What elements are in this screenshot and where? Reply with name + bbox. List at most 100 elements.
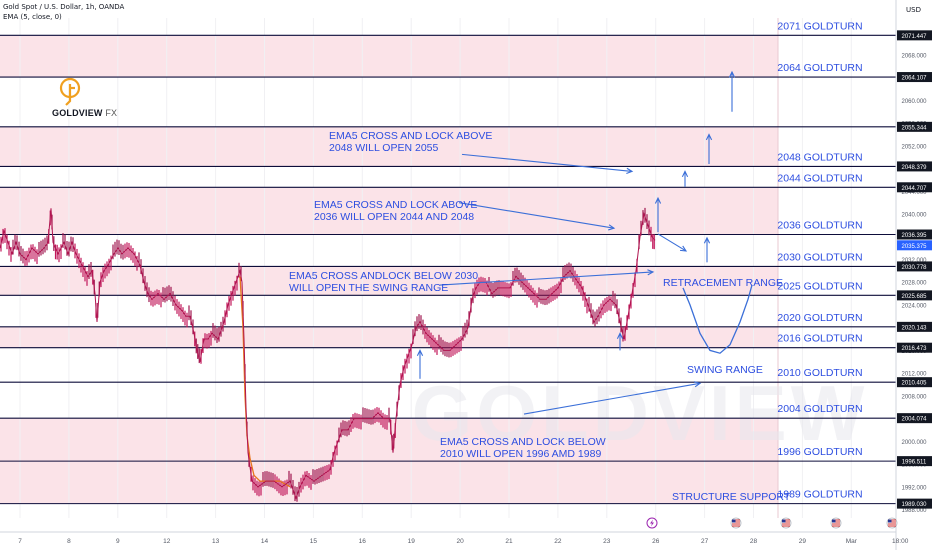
level-price-tag [897,261,932,272]
us-flag-icon-canton [832,519,836,523]
arrows-layer [416,70,736,415]
level-price-tag-text: 2016.473 [901,346,927,352]
us-flag-icon-stripe [732,521,740,523]
level-price-tag-text: 2071.447 [901,34,927,40]
level-price-tag-text: 2064.107 [901,76,927,82]
arrow-shaft [458,202,615,229]
arrow [657,233,688,252]
zone-band [0,326,778,348]
annotation-ema-2010: EMA5 CROSS AND LOCK BELOW 2010 WILL OPEN … [440,436,606,460]
zone-band [0,418,778,462]
level-price-tag [897,413,932,424]
arrow [458,202,616,231]
us-flag-icon-stripe [782,519,790,521]
arrow-shaft [523,382,701,415]
level-price-tag [897,30,932,41]
event-icons [646,517,898,529]
level-label: 2016 GOLDTURN [777,333,862,345]
us-flag-icon-stripe [832,525,840,527]
us-flag-icon [730,517,742,529]
time-tick-label: 12 [163,538,171,545]
level-price-tag-text: 2044.707 [901,186,927,192]
level-price-tag [897,229,932,240]
price-tick-label: 2024.000 [901,303,927,309]
zone-band [0,461,778,504]
level-label: 2010 GOLDTURN [777,367,862,379]
arrow [728,70,736,112]
arrow-head [647,269,655,276]
us-flag-icon-canton [782,519,786,523]
price-tick-label: 2068.000 [901,53,927,59]
level-price-tag-text: 1989.030 [901,502,927,508]
time-tick-label: 16 [359,538,367,545]
arrow-head [616,332,624,339]
us-flag-icon-stripe [832,519,840,521]
level-label: 2044 GOLDTURN [777,172,862,184]
price-tick-label: 2052.000 [901,144,927,150]
annotation-ema-2036: EMA5 CROSS AND LOCK ABOVE 2036 WILL OPEN … [314,199,478,223]
level-price-tag [897,321,932,332]
us-flag-icon-stripe [888,521,896,523]
price-tick-label: 2008.000 [901,394,927,400]
price-tick-label: 2060.000 [901,99,927,105]
price-tick-label: 2000.000 [901,440,927,446]
level-price-tag [897,182,932,193]
level-label: 1996 GOLDTURN [777,446,862,458]
indicator-label: EMA (5, close, 0) [3,13,62,21]
price-axis[interactable]: 2068.0002064.0002060.0002056.0002052.000… [895,0,932,550]
arrow-head [694,381,702,388]
arrow-head [728,70,736,78]
level-price-tag [897,456,932,467]
arrow [705,133,713,165]
level-label: 2048 GOLDTURN [777,151,862,163]
us-flag-icon-stripe [732,525,740,527]
goldview-logo-text: GOLDVIEW FX [52,108,118,118]
price-tick-label: 2028.000 [901,281,927,287]
time-tick-label: 26 [652,538,660,545]
retracement-range-label: RETRACEMENT RANGE [663,277,783,289]
arrow-head [608,224,616,231]
level-label: 2030 GOLDTURN [777,251,862,263]
arrow [439,269,655,286]
swing-projection-curve [682,284,753,354]
price-tick-label: 2040.000 [901,213,927,219]
time-axis[interactable]: 7 8 9 12 13 14 15 16 19 20 21 22 23 26 27 28 29 Mar 18:00 [0,531,909,545]
us-flag-icon [780,517,792,529]
time-tick-label: 8 [67,538,71,545]
time-tick-label: 7 [18,538,22,545]
arrow-head [416,349,424,357]
level-price-tag [897,498,932,509]
us-flag-icon [830,517,842,529]
price-tick-label: 1988.000 [901,508,927,514]
arrow-head [679,245,688,252]
time-tick-label: 13 [212,538,220,545]
price-line [0,208,656,500]
level-price-tag-text: 1996.511 [902,460,927,466]
level-price-tag [897,72,932,83]
time-tick-label: 23 [603,538,611,545]
level-label: 2004 GOLDTURN [777,403,862,415]
level-label: 2025 GOLDTURN [777,280,862,292]
zone-band [0,35,778,78]
time-tick-label: 15 [310,538,318,545]
arrow [461,153,634,174]
us-flag-icon-canton [888,519,892,523]
time-tick-label: 28 [750,538,758,545]
level-labels-layer: 2071 GOLDTURN 2064 GOLDTURN 2048 GOLDTURN 2… [777,20,862,500]
current-price-tag [897,240,932,251]
level-label: 2020 GOLDTURN [777,312,862,324]
currency-label: USD [906,6,921,14]
current-price-tag-text: 2035.375 [901,244,927,250]
us-flag-icon [886,517,898,529]
us-flag-icon-stripe [782,523,790,525]
us-flag-icon-stripe [888,519,896,521]
level-price-tag [897,121,932,132]
time-tick-label: 27 [701,538,709,545]
time-tick-label: 14 [261,538,269,545]
price-tick-label: 1992.000 [901,485,927,491]
swing-range-label: SWING RANGE [687,364,763,376]
zone-band [0,126,778,167]
arrow-head [681,170,689,178]
arrow-head [705,133,713,141]
